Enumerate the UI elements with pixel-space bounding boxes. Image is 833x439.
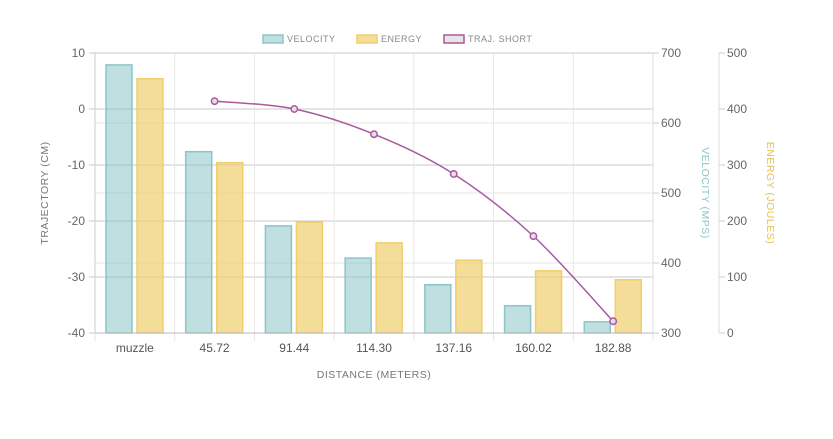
velocity-bar[interactable] <box>424 283 452 334</box>
energy-bar[interactable] <box>534 270 563 334</box>
energy-tick-label: 0 <box>727 326 734 340</box>
energy-bar[interactable] <box>375 242 403 334</box>
velocity-axis-title: VELOCITY (MPS) <box>699 147 711 238</box>
legend-item-traj-short[interactable]: TRAJ. SHORT <box>443 34 532 44</box>
left-axis-title: TRAJECTORY (CM) <box>39 141 51 244</box>
legend-label: ENERGY <box>381 34 422 44</box>
trajectory-point[interactable] <box>370 130 378 139</box>
velocity-bar[interactable] <box>344 257 372 334</box>
trajectory-point[interactable] <box>529 232 538 241</box>
legend-swatch <box>356 34 378 44</box>
trajectory-point[interactable] <box>210 97 219 106</box>
x-tick-label: 160.02 <box>515 341 552 355</box>
x-tick-label: 137.16 <box>435 341 472 355</box>
velocity-bar[interactable] <box>503 304 532 334</box>
bars <box>105 64 643 334</box>
energy-bar[interactable] <box>136 78 164 334</box>
left-tick-label: -10 <box>68 158 86 172</box>
velocity-bar[interactable] <box>105 64 133 334</box>
x-tick-label: 91.44 <box>279 341 309 355</box>
x-tick-label: 114.30 <box>356 341 392 355</box>
left-tick-label: -20 <box>68 214 86 228</box>
velocity-tick-label: 300 <box>661 326 681 340</box>
energy-tick-label: 400 <box>727 102 747 116</box>
velocity-tick-label: 400 <box>661 256 681 270</box>
trajectory-point[interactable] <box>449 170 458 178</box>
energy-tick-label: 300 <box>727 158 747 172</box>
legend-swatch <box>443 34 465 44</box>
x-axis-title: DISTANCE (METERS) <box>317 369 431 381</box>
legend-item-energy[interactable]: ENERGY <box>356 34 422 44</box>
energy-tick-label: 200 <box>727 214 747 228</box>
energy-bar[interactable] <box>455 259 483 334</box>
legend-label: TRAJ. SHORT <box>468 34 532 44</box>
legend-swatch <box>262 34 284 44</box>
energy-bar[interactable] <box>614 279 643 334</box>
trajectory-point[interactable] <box>609 317 618 326</box>
left-tick-label: -40 <box>68 326 86 340</box>
velocity-bar[interactable] <box>184 150 213 334</box>
axes: 100-10-20-30-407006005004003005004003002… <box>68 46 748 355</box>
trajectory-point[interactable] <box>290 105 299 113</box>
left-tick-label: -30 <box>68 270 86 284</box>
velocity-tick-label: 700 <box>661 46 681 60</box>
left-tick-label: 0 <box>78 102 85 116</box>
legend-label: VELOCITY <box>287 34 336 44</box>
x-tick-label: 45.72 <box>200 341 230 355</box>
left-tick-label: 10 <box>72 46 86 60</box>
energy-bar[interactable] <box>295 221 324 334</box>
legend[interactable]: VELOCITY ENERGY TRAJ. SHORT <box>262 34 532 44</box>
energy-tick-label: 100 <box>727 270 747 284</box>
velocity-bar[interactable] <box>264 225 293 334</box>
x-tick-label: muzzle <box>116 341 154 355</box>
energy-bar[interactable] <box>215 162 244 334</box>
velocity-tick-label: 600 <box>661 116 681 130</box>
energy-axis-title: ENERGY (JOULES) <box>764 142 776 244</box>
x-tick-label: 182.88 <box>595 341 632 355</box>
energy-tick-label: 500 <box>727 46 747 60</box>
velocity-bar[interactable] <box>583 321 612 334</box>
legend-item-velocity[interactable]: VELOCITY <box>262 34 336 44</box>
trajectory-line <box>210 97 618 326</box>
velocity-tick-label: 500 <box>661 186 681 200</box>
